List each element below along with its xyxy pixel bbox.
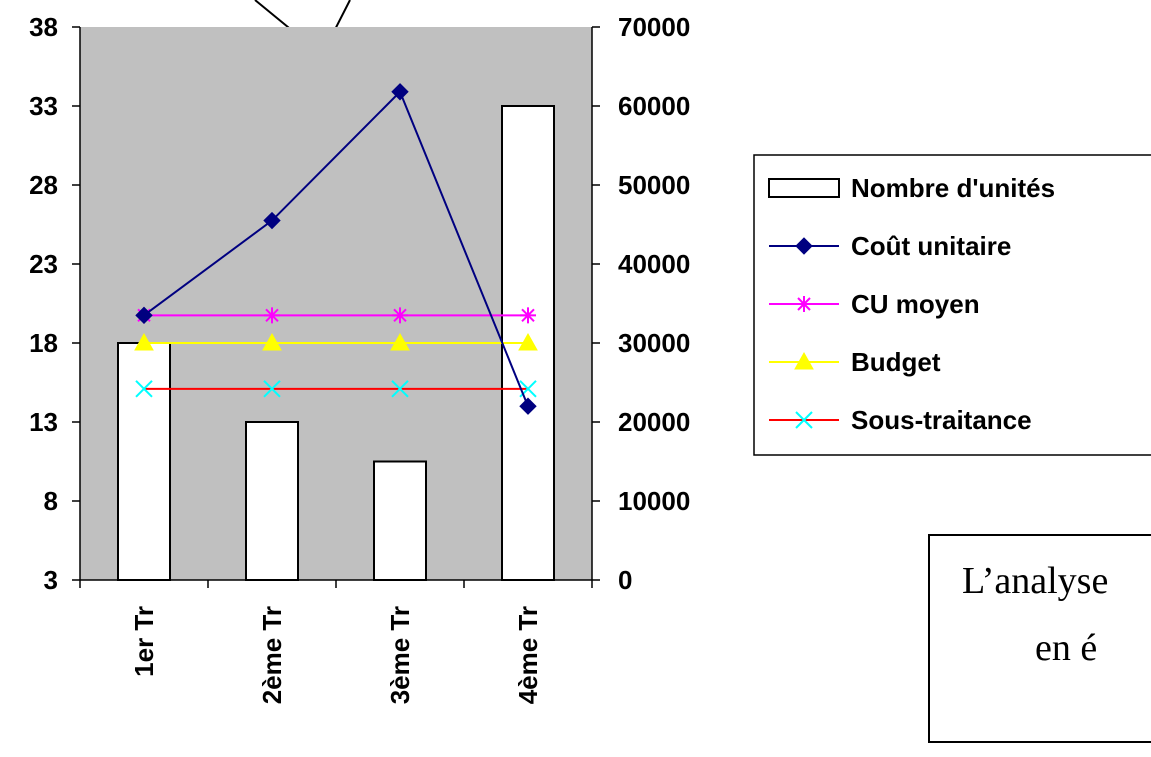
text-box: L’analyse en é (928, 534, 1151, 743)
left-axis-tick-label: 18 (29, 328, 58, 358)
bar (373, 460, 427, 581)
x-axis: 1er Tr 2ème Tr 3ème Tr 4ème Tr (79, 579, 593, 704)
series-marker (391, 83, 409, 101)
x-axis-category-label: 4ème Tr (513, 606, 543, 704)
left-axis-tick-label: 38 (29, 12, 58, 42)
series-marker (392, 307, 408, 324)
left-axis-tick-label: 23 (29, 249, 58, 279)
line-series (134, 83, 538, 415)
series-marker (135, 306, 153, 325)
bar (117, 342, 171, 581)
legend-label: CU moyen (851, 289, 980, 319)
bar-series (117, 105, 555, 581)
series-marker (263, 211, 281, 230)
legend-label: Nombre d'unités (851, 173, 1055, 203)
right-axis-tick-label: 0 (618, 565, 632, 595)
series-marker (134, 332, 154, 351)
legend-marker (794, 351, 814, 370)
x-axis-category-label: 1er Tr (129, 606, 159, 677)
right-axis-tick-label: 40000 (618, 249, 690, 279)
series-marker (518, 332, 538, 351)
series-marker (264, 307, 280, 324)
right-axis-tick-label: 30000 (618, 328, 690, 358)
left-axis-tick-label: 28 (29, 170, 58, 200)
left-axis-tick-label: 33 (29, 91, 58, 121)
text-box-line-1: L’analyse (962, 560, 1108, 602)
series-marker (263, 380, 281, 398)
text-box-line-2: en é (1035, 627, 1097, 669)
legend: Nombre d'unités Coût unitaire CU moyen Budg… (753, 154, 1151, 456)
right-axis-tick-label: 60000 (618, 91, 690, 121)
series-marker (390, 332, 410, 351)
legend-label: Coût unitaire (851, 231, 1011, 261)
left-axis-tick-label: 13 (29, 407, 58, 437)
text-box-frame (928, 534, 1151, 743)
legend-marker (795, 411, 813, 429)
bar (245, 421, 299, 581)
right-axis-tick-label: 50000 (618, 170, 690, 200)
right-axis: 0 10000 20000 30000 40000 50000 60000 70000 (591, 12, 690, 595)
series-marker (519, 397, 537, 415)
legend-marker (795, 237, 813, 255)
x-axis-category-label: 3ème Tr (385, 606, 415, 704)
legend-marker (796, 296, 812, 312)
left-axis-tick-label: 8 (44, 486, 58, 516)
x-axis-category-label: 2ème Tr (257, 606, 287, 704)
legend-label: Sous-traitance (851, 405, 1032, 435)
series-marker (391, 380, 409, 398)
right-axis-tick-label: 20000 (618, 407, 690, 437)
legend-label: Budget (851, 347, 941, 377)
right-axis-tick-label: 70000 (618, 12, 690, 42)
series-marker (520, 307, 536, 324)
legend-swatch (768, 178, 840, 198)
left-axis-tick-label: 3 (44, 565, 58, 595)
right-axis-tick-label: 10000 (618, 486, 690, 516)
series-marker (135, 380, 153, 398)
series-marker (262, 332, 282, 351)
series-line (143, 90, 529, 407)
